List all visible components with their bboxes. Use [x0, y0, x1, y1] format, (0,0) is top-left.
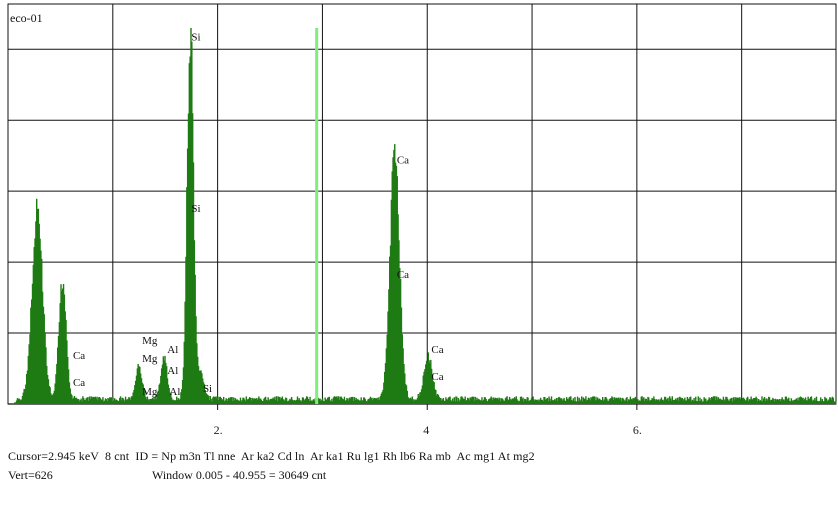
x-tick-label: 2. [214, 423, 223, 437]
peak-label: Ca [73, 350, 85, 362]
peak-label: Si [191, 32, 200, 44]
peak-label: Al [167, 365, 178, 377]
window-readout: Window 0.005 - 40.955 = 30649 cnt [152, 468, 327, 482]
x-tick-label: 4 [423, 423, 429, 437]
peak-label: Ca [73, 377, 85, 389]
peak-label: Ca [431, 371, 443, 383]
spectrum-counts [13, 28, 837, 404]
x-axis-ticks: 2. 4 6. [214, 404, 642, 437]
peak-label: Mg [142, 335, 158, 347]
peak-label: Ca [397, 269, 409, 281]
peak-label: Al [167, 344, 178, 356]
peak-label: Mg [142, 353, 158, 365]
peak-label: Ca [397, 155, 409, 167]
peak-label: Si [191, 203, 200, 215]
spectrum-trace [13, 28, 837, 404]
chart-title: eco-01 [10, 11, 43, 25]
cursor-readout: Cursor=2.945 keV 8 cnt ID = Np m3n Tl nn… [8, 449, 535, 463]
peak-label: Al [169, 386, 180, 398]
grid-layer [7, 3, 837, 405]
peak-label: Ca [431, 344, 443, 356]
peak-label: Si [203, 383, 212, 395]
x-tick-label: 6. [633, 423, 642, 437]
peak-label: Mg [142, 386, 158, 398]
vertical-scale-readout: Vert=626 [8, 468, 53, 482]
peak-labels: Si Si Si Ca Ca Ca Ca Ca Ca Mg Mg Al Al Al Mg [73, 32, 444, 398]
plot-border [7, 3, 837, 405]
